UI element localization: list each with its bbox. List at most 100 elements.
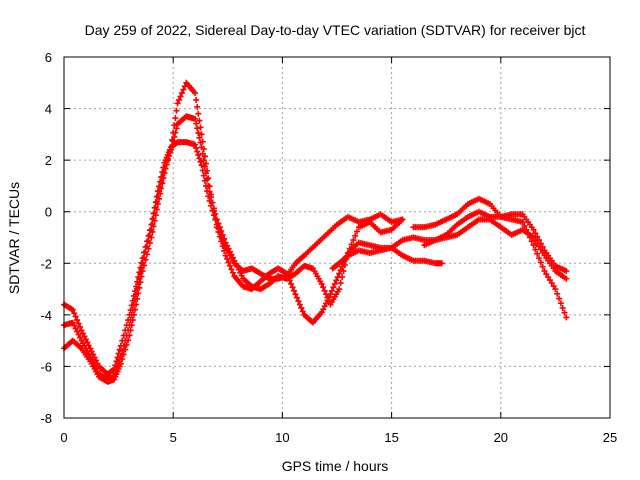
data-point [174, 100, 181, 107]
chart-title: Day 259 of 2022, Sidereal Day-to-day VTE… [85, 22, 586, 38]
data-point [129, 317, 136, 324]
data-point [192, 115, 199, 122]
data-point [352, 232, 359, 239]
data-point [79, 330, 86, 337]
y-tick-label: -2 [40, 256, 52, 271]
data-point [164, 157, 171, 164]
data-point [221, 247, 228, 254]
data-point [193, 145, 200, 152]
data-point [169, 136, 176, 143]
data-point [399, 216, 406, 223]
data-point [557, 300, 564, 307]
data-point [325, 294, 332, 301]
data-point [298, 304, 305, 311]
data-point [339, 263, 346, 270]
data-point [136, 284, 143, 291]
data-point [194, 148, 201, 155]
data-point [237, 269, 244, 276]
data-point [72, 325, 79, 332]
data-point [127, 327, 134, 334]
data-point [224, 255, 231, 262]
data-point [292, 291, 299, 298]
data-point [125, 337, 132, 344]
data-point [209, 199, 216, 206]
data-point [539, 263, 546, 270]
data-point [143, 251, 150, 258]
y-tick-label: -6 [40, 359, 52, 374]
x-tick-label: 0 [60, 430, 67, 445]
data-point [180, 86, 187, 93]
data-point [336, 270, 343, 277]
y-tick-label: 6 [45, 50, 52, 65]
data-point [523, 226, 530, 233]
series-trace-e [410, 195, 570, 275]
data-point [117, 360, 124, 367]
data-point [196, 155, 203, 162]
data-point [222, 239, 229, 246]
data-point [534, 250, 541, 257]
data-point [229, 254, 236, 261]
data-point [528, 238, 535, 245]
data-point [119, 356, 126, 363]
data-point [539, 243, 546, 250]
data-point [159, 180, 166, 187]
data-point [126, 332, 133, 339]
data-point [142, 256, 149, 263]
data-point [87, 353, 94, 360]
x-axis-label: GPS time / hours [282, 458, 389, 474]
data-point [320, 284, 327, 291]
data-point [218, 228, 225, 235]
data-point [196, 117, 203, 124]
data-point [137, 264, 144, 271]
data-point [202, 160, 209, 167]
data-point [334, 274, 341, 281]
data-point [225, 259, 232, 266]
data-point [77, 323, 84, 330]
data-point [194, 125, 201, 132]
data-point [299, 308, 306, 315]
series-trace-f [421, 208, 570, 321]
data-point [532, 230, 539, 237]
data-point [295, 298, 302, 305]
data-point [71, 322, 78, 329]
data-point [157, 190, 164, 197]
data-point [554, 290, 561, 297]
data-point [206, 188, 213, 195]
data-point [536, 237, 543, 244]
x-tick-label: 20 [494, 430, 508, 445]
x-tick-label: 5 [170, 430, 177, 445]
data-point [138, 273, 145, 280]
data-point [153, 206, 160, 213]
data-point [328, 287, 335, 294]
data-point [291, 287, 298, 294]
data-point [340, 268, 347, 275]
data-point [534, 233, 541, 240]
data-point [160, 175, 167, 182]
data-point [318, 280, 325, 287]
y-tick-label: 4 [45, 102, 52, 117]
data-point [559, 304, 566, 311]
data-point [234, 263, 241, 270]
y-tick-label: 0 [45, 205, 52, 220]
data-point [146, 240, 153, 247]
data-point [195, 130, 202, 137]
data-point [532, 246, 539, 253]
data-point [548, 280, 555, 287]
data-point [201, 153, 208, 160]
data-point [197, 124, 204, 131]
data-point [192, 141, 199, 148]
data-point [205, 175, 212, 182]
data-point [552, 286, 559, 293]
data-point [235, 266, 242, 273]
data-point [200, 157, 207, 164]
data-point [289, 284, 296, 291]
data-point [198, 131, 205, 138]
data-point [84, 339, 91, 346]
data-point [537, 240, 544, 247]
data-point [82, 336, 89, 343]
data-point [519, 219, 526, 226]
data-point [159, 174, 166, 181]
data-point [193, 120, 200, 127]
data-point [137, 279, 144, 286]
